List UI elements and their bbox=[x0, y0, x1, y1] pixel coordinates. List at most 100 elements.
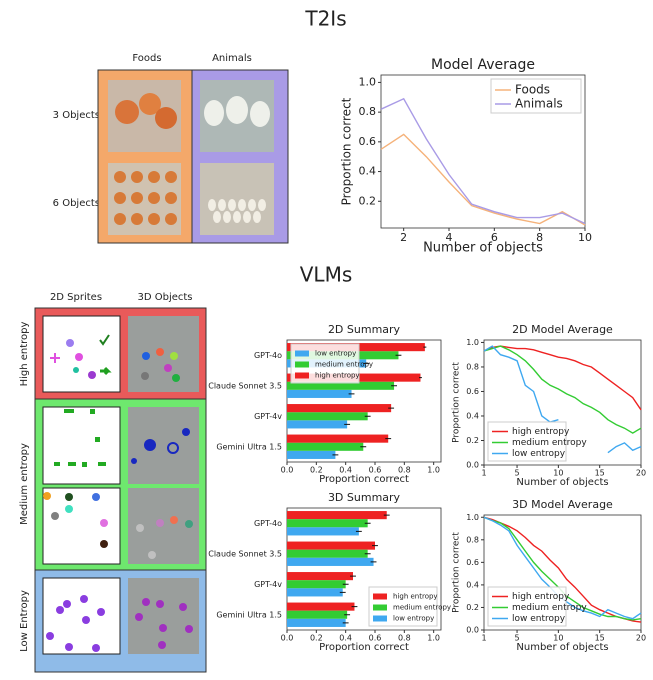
y-axis-label: Proportion correct bbox=[340, 97, 354, 205]
column-label: 2D Sprites bbox=[50, 292, 102, 303]
bar bbox=[287, 541, 375, 550]
x-tick-label: 0.0 bbox=[281, 466, 294, 475]
y-tick-label: Gemini Ultra 1.5 bbox=[216, 442, 282, 451]
legend-label: medium entropy bbox=[512, 603, 587, 613]
legend-swatch bbox=[373, 615, 387, 622]
row-label: Medium entropy bbox=[19, 443, 30, 525]
y-tick-label: GPT-4v bbox=[254, 580, 282, 589]
legend-label: Foods bbox=[515, 83, 550, 97]
bar bbox=[287, 572, 353, 581]
x-tick-label: 10 bbox=[553, 469, 563, 478]
x-tick-label: 20 bbox=[636, 469, 646, 478]
y-tick-label: 0.6 bbox=[466, 558, 479, 567]
y-tick-label: GPT-4o bbox=[254, 351, 282, 360]
legend-label: medium entropy bbox=[393, 604, 451, 612]
x-tick-label: 8 bbox=[536, 231, 543, 244]
chart-title: 3D Summary bbox=[328, 491, 401, 504]
x-tick-label: 0.8 bbox=[398, 634, 411, 643]
x-axis-label: Number of objects bbox=[516, 642, 608, 653]
y-tick-label: 0.8 bbox=[466, 535, 479, 544]
bar bbox=[287, 412, 368, 421]
y-tick-label: 0.6 bbox=[466, 387, 479, 396]
y-tick-label: Claude Sonnet 3.5 bbox=[208, 381, 282, 390]
x-tick-label: 0.4 bbox=[339, 634, 352, 643]
y-tick-label: Claude Sonnet 3.5 bbox=[208, 549, 282, 558]
line-series bbox=[380, 133, 586, 226]
legend-swatch bbox=[295, 361, 309, 368]
x-tick-label: 1 bbox=[481, 634, 486, 643]
bar bbox=[287, 381, 395, 390]
x-tick-label: 20 bbox=[636, 634, 646, 643]
bar bbox=[287, 519, 368, 528]
bar bbox=[287, 618, 346, 627]
y-tick-label: 1.0 bbox=[466, 338, 479, 347]
x-tick-label: 4 bbox=[446, 231, 453, 244]
bar bbox=[287, 602, 355, 611]
legend-box bbox=[490, 78, 582, 114]
legend-label: medium entropy bbox=[315, 361, 373, 369]
bar bbox=[287, 610, 348, 619]
axes-frame bbox=[286, 339, 442, 463]
chart-title: 2D Summary bbox=[328, 323, 401, 336]
t2i-grid bbox=[97, 69, 289, 244]
x-tick-label: 0.2 bbox=[310, 466, 323, 475]
x-axis-label: Proportion correct bbox=[319, 642, 409, 653]
y-tick-label: 0.0 bbox=[466, 626, 479, 635]
y-axis-label: Proportion correct bbox=[452, 532, 462, 613]
x-tick-label: 0.6 bbox=[369, 466, 382, 475]
legend-swatch bbox=[295, 372, 309, 379]
line-series bbox=[483, 345, 642, 411]
y-tick-label: 0.4 bbox=[466, 411, 479, 420]
axes-frame bbox=[286, 507, 442, 631]
x-tick-label: 1 bbox=[481, 469, 486, 478]
bar bbox=[287, 588, 343, 597]
row-label: High entropy bbox=[19, 321, 30, 386]
x-tick-label: 0.4 bbox=[339, 466, 352, 475]
x-tick-label: 5 bbox=[515, 634, 520, 643]
legend-label: medium entropy bbox=[512, 438, 587, 448]
x-tick-label: 0.8 bbox=[398, 466, 411, 475]
y-tick-label: GPT-4v bbox=[254, 412, 282, 421]
y-tick-label: 0.6 bbox=[359, 135, 377, 148]
bar bbox=[287, 527, 359, 536]
legend-label: low entropy bbox=[315, 350, 356, 358]
legend-label: high entropy bbox=[512, 592, 570, 602]
chart-title: 3D Model Average bbox=[512, 498, 613, 511]
x-tick-label: 6 bbox=[491, 231, 498, 244]
legend-label: low entropy bbox=[393, 615, 434, 623]
row-label: 3 Objects bbox=[53, 110, 100, 121]
vlm-grid bbox=[34, 307, 207, 673]
legend-label: low entropy bbox=[512, 614, 566, 624]
axes-frame bbox=[483, 514, 642, 631]
column-label: Foods bbox=[132, 53, 161, 64]
legend-label: high entropy bbox=[512, 427, 570, 437]
chart-title: Model Average bbox=[431, 57, 535, 73]
y-tick-label: 1.0 bbox=[359, 75, 377, 88]
chart-title: 2D Model Average bbox=[512, 323, 613, 336]
y-tick-label: 0.2 bbox=[466, 436, 479, 445]
t2i-heading: T2Is bbox=[304, 7, 346, 31]
y-tick-label: 0.2 bbox=[466, 603, 479, 612]
row-label: 6 Objects bbox=[53, 198, 100, 209]
bar bbox=[287, 580, 346, 589]
bar bbox=[287, 511, 387, 520]
x-tick-label: 0.6 bbox=[369, 634, 382, 643]
legend-label: low entropy bbox=[512, 449, 566, 459]
axes-frame bbox=[380, 74, 586, 229]
column-label: 3D Objects bbox=[137, 292, 192, 303]
legend-swatch bbox=[295, 350, 309, 357]
line-series bbox=[483, 345, 642, 454]
bar bbox=[287, 404, 392, 413]
bar bbox=[287, 442, 364, 451]
legend-swatch bbox=[373, 593, 387, 600]
y-tick-label: 0.2 bbox=[359, 194, 377, 207]
x-tick-label: 2 bbox=[400, 231, 407, 244]
y-tick-label: GPT-4o bbox=[254, 519, 282, 528]
x-tick-label: 10 bbox=[553, 634, 563, 643]
bar bbox=[287, 557, 374, 566]
line-series bbox=[380, 97, 586, 225]
x-tick-label: 5 bbox=[515, 469, 520, 478]
x-tick-label: 1.0 bbox=[427, 466, 440, 475]
x-tick-label: 1.0 bbox=[427, 634, 440, 643]
legend-box bbox=[487, 586, 567, 627]
